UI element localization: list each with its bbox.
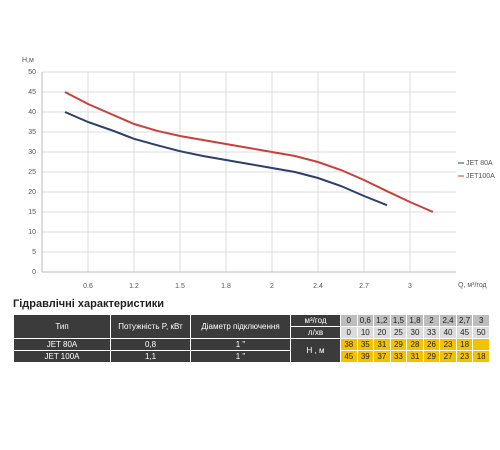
value-cell: 45	[455, 326, 474, 339]
y-tick-label: 10	[28, 229, 36, 236]
value-cell: 30	[406, 326, 424, 339]
value-cell: 45	[340, 350, 358, 363]
diameter-cell: 1 "	[190, 350, 291, 363]
value-cell: 35	[356, 338, 375, 351]
y-tick-label: 15	[28, 209, 36, 216]
value-cell: 31	[373, 338, 391, 351]
value-cell: 1,2	[373, 314, 391, 327]
value-cell: 33	[389, 350, 408, 363]
value-cell: 20	[373, 326, 391, 339]
diameter-cell: 1 "	[190, 338, 291, 351]
value-cell: 33	[422, 326, 441, 339]
unit-label: Н , м	[290, 338, 341, 363]
header-cell: Потужність P, кВт	[110, 314, 191, 339]
value-cell: 1,8	[406, 314, 424, 327]
series-line	[64, 111, 388, 207]
y-tick-label: 45	[28, 89, 36, 96]
value-cell: 18	[455, 338, 474, 351]
value-cell	[472, 338, 490, 351]
y-tick-label: 30	[28, 149, 36, 156]
header-cell: Діаметр підключення	[190, 314, 291, 339]
value-cell: 1,5	[389, 314, 408, 327]
type-cell: JET 80A	[13, 338, 111, 351]
value-cell: 40	[439, 326, 457, 339]
value-cell: 38	[340, 338, 358, 351]
value-cell: 0,6	[356, 314, 375, 327]
legend-label: JET100A	[466, 173, 495, 180]
x-tick-label: 2	[270, 283, 274, 290]
value-cell: 27	[439, 350, 457, 363]
value-cell: 23	[439, 338, 457, 351]
y-tick-label: 25	[28, 169, 36, 176]
value-cell: 39	[356, 350, 375, 363]
x-tick-label: 1.2	[129, 283, 139, 290]
unit-label: м³/год	[290, 314, 341, 327]
y-tick-label: 5	[32, 249, 36, 256]
y-tick-label: 35	[28, 129, 36, 136]
value-cell: 0	[340, 314, 358, 327]
power-cell: 1,1	[110, 350, 191, 363]
value-cell: 0	[340, 326, 358, 339]
value-cell: 26	[422, 338, 441, 351]
series-line	[64, 91, 434, 213]
value-cell: 3	[472, 314, 490, 327]
chart: Н,м Q, м³/год 0 5 10 15 20 25 30 35 40 45 50 0.6 1.2…	[22, 57, 495, 290]
value-cell: 10	[356, 326, 375, 339]
x-tick-label: 3	[408, 283, 412, 290]
unit-label: л/хв	[290, 326, 341, 339]
x-tick-label: 1.8	[221, 283, 231, 290]
x-tick-label: 2.4	[313, 283, 323, 290]
x-tick-label: 1.5	[175, 283, 185, 290]
value-cell: 23	[455, 350, 474, 363]
spec-table: Тип Потужність P, кВт Діаметр підключення м…	[13, 314, 490, 363]
y-axis-label: Н,м	[22, 57, 34, 64]
value-cell: 2,4	[439, 314, 457, 327]
power-cell: 0,8	[110, 338, 191, 351]
value-cell: 31	[406, 350, 424, 363]
x-tick-label: 0.6	[83, 283, 93, 290]
x-tick-label: 2.7	[359, 283, 369, 290]
value-cell: 50	[472, 326, 490, 339]
value-cell: 29	[422, 350, 441, 363]
y-tick-label: 20	[28, 189, 36, 196]
y-tick-label: 0	[32, 269, 36, 276]
x-axis-label: Q, м³/год	[458, 282, 487, 289]
type-cell: JET 100A	[13, 350, 111, 363]
legend-label: JET 80A	[466, 160, 493, 167]
value-cell: 2	[422, 314, 441, 327]
value-cell: 18	[472, 350, 490, 363]
y-tick-label: 40	[28, 109, 36, 116]
y-tick-label: 50	[28, 69, 36, 76]
table-title: Гідравлічні характеристики	[13, 298, 165, 310]
value-cell: 28	[406, 338, 424, 351]
value-cell: 29	[389, 338, 408, 351]
header-cell: Тип	[13, 314, 111, 339]
value-cell: 2,7	[455, 314, 474, 327]
value-cell: 37	[373, 350, 391, 363]
value-cell: 25	[389, 326, 408, 339]
